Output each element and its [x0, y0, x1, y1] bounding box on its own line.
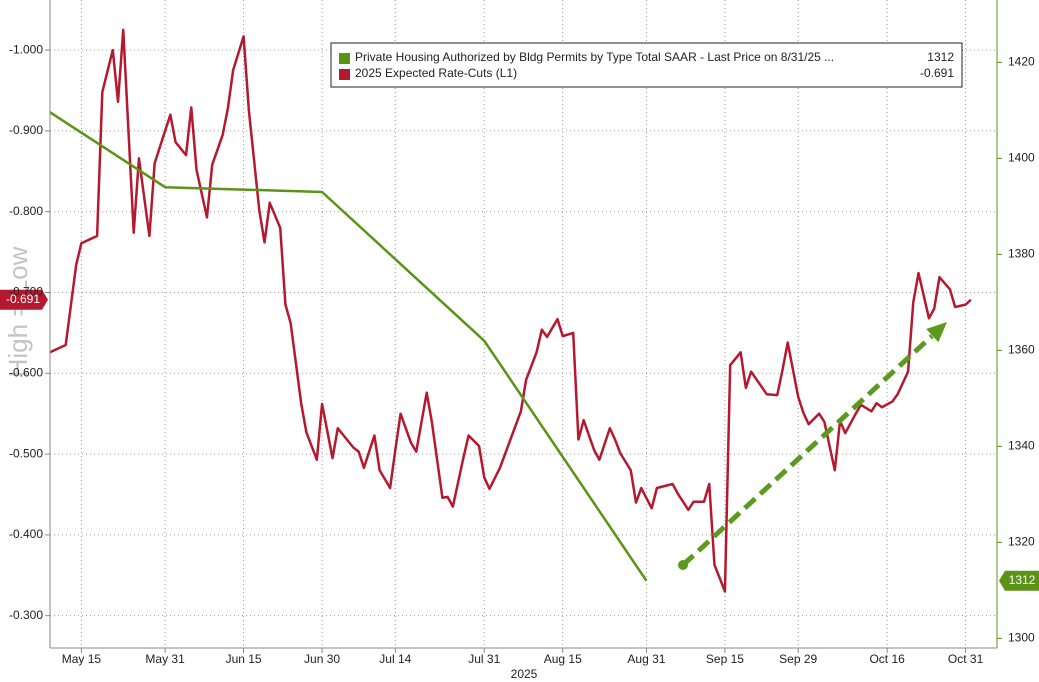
y-tick-label: -0.300 — [9, 608, 43, 622]
y2-tick-label: 1320 — [1008, 535, 1035, 549]
x-tick-label: Jun 15 — [226, 652, 262, 666]
y-tick-label: -0.400 — [9, 527, 43, 541]
legend-swatch — [339, 69, 350, 80]
plot-area — [50, 28, 972, 593]
trend-arrow — [678, 322, 947, 570]
x-tick-label: Oct 31 — [948, 652, 984, 666]
badges: 1312 -0.691 — [0, 289, 1039, 591]
y2-tick-label: 1360 — [1008, 343, 1035, 357]
y2-tick-label: 1380 — [1008, 247, 1035, 261]
x-tick-label: Jul 31 — [468, 652, 500, 666]
y-tick-label: -0.600 — [9, 365, 43, 379]
arrow-start — [678, 560, 688, 570]
legend-label: Private Housing Authorized by Bldg Permi… — [355, 50, 834, 64]
arrow-line — [681, 334, 934, 567]
grid — [50, 0, 997, 648]
x-tick-label: Oct 16 — [869, 652, 905, 666]
x-tick-label: May 15 — [62, 652, 102, 666]
legend-label: 2025 Expected Rate-Cuts (L1) — [355, 66, 517, 80]
x-tick-label: Aug 15 — [544, 652, 582, 666]
x-tick-label: May 31 — [145, 652, 185, 666]
y-tick-label: -1.000 — [9, 42, 43, 56]
last-value-badge — [999, 570, 1039, 591]
legend-value: 1312 — [927, 50, 954, 64]
x-tick-label: Sep 29 — [779, 652, 817, 666]
x-tick-label: Aug 31 — [627, 652, 665, 666]
x-axis-label: 2025 — [511, 667, 538, 681]
x-tick-label: Jun 30 — [304, 652, 340, 666]
arrow-head — [926, 322, 947, 343]
y2-tick-label: 1340 — [1008, 439, 1035, 453]
y-tick-label: -0.900 — [9, 123, 43, 137]
legend-value: -0.691 — [920, 66, 954, 80]
series-line — [50, 28, 972, 593]
x-tick-label: Jul 14 — [379, 652, 411, 666]
y-axis-label: High = Low — [3, 246, 33, 377]
legend-swatch — [339, 53, 350, 64]
last-value-label: 1312 — [1009, 573, 1036, 587]
last-value-badge — [0, 289, 48, 310]
y-tick-label: -0.700 — [9, 285, 43, 299]
y-tick-label: -0.500 — [9, 446, 43, 460]
legend: Private Housing Authorized by Bldg Permi… — [330, 42, 963, 88]
legend-box — [330, 42, 963, 88]
x-tick-label: Sep 15 — [706, 652, 744, 666]
y2-tick-label: 1300 — [1008, 631, 1035, 645]
y-tick-label: -0.800 — [9, 204, 43, 218]
y2-tick-label: 1400 — [1008, 151, 1035, 165]
y2-tick-label: 1420 — [1008, 55, 1035, 69]
series-line — [50, 110, 648, 582]
last-value-label: -0.691 — [6, 292, 40, 306]
